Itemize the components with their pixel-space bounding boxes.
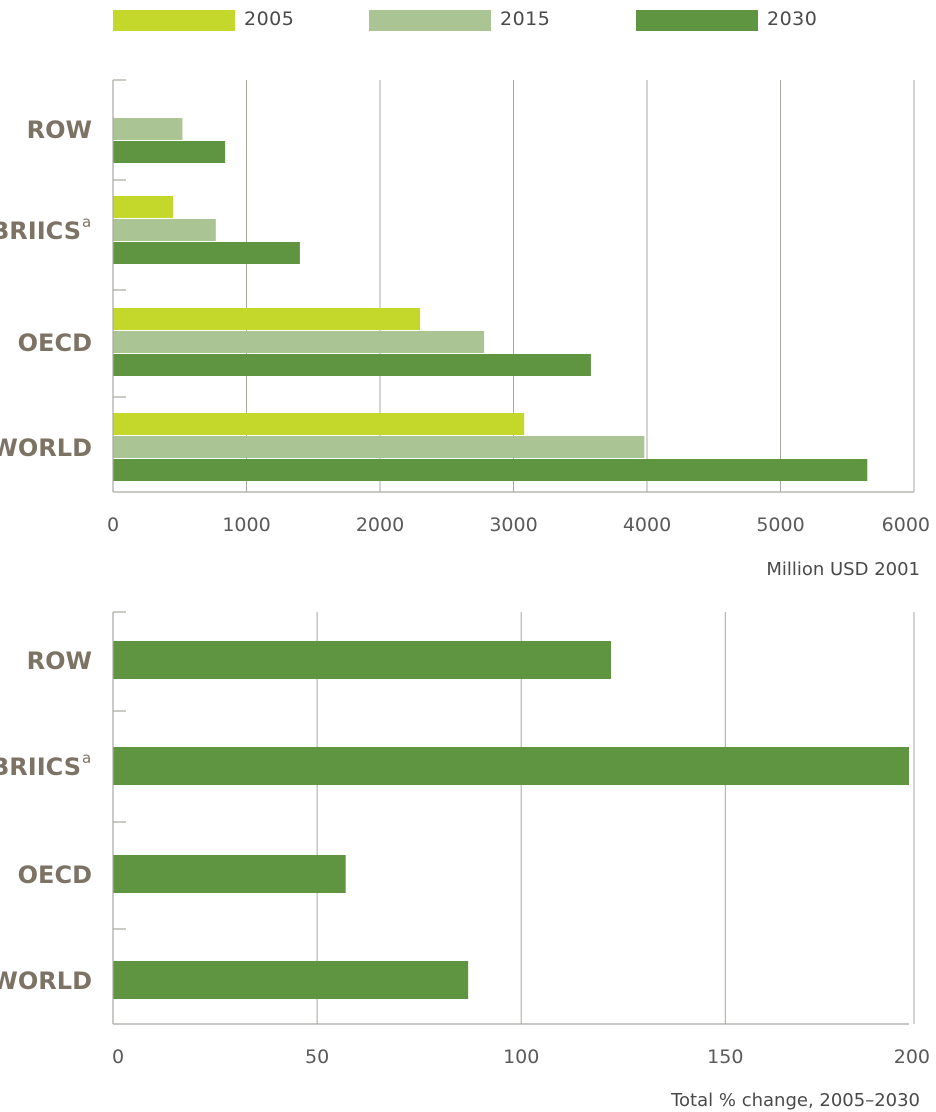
- panel2-x-tick-label-0: 0: [112, 1046, 124, 1068]
- panel2-category-label-world: WORLD: [0, 967, 92, 995]
- panel2-category-label-briics: BRIICS: [0, 753, 81, 781]
- legend-label-2005: 2005: [244, 8, 295, 30]
- panel1-bar-world-2030: [113, 459, 868, 481]
- legend-label-2030: 2030: [767, 8, 818, 30]
- legend-swatch-2005: [113, 10, 235, 31]
- panel2-bar-oecd: [113, 855, 346, 893]
- panel1-category-label-briics: BRIICS: [0, 217, 81, 245]
- panel1-x-tick-label-1000: 1000: [222, 514, 270, 536]
- panel2-category-superscript-briics: a: [82, 749, 91, 767]
- panel1-bar-oecd-2005: [113, 308, 421, 330]
- panel2-bar-world: [113, 961, 469, 999]
- panel2-x-tick-label-150: 150: [707, 1046, 743, 1068]
- legend-swatch-2030: [636, 10, 758, 31]
- panel2-x-tick-label-200: 200: [894, 1046, 930, 1068]
- legend-label-2015: 2015: [500, 8, 551, 30]
- panel1-category-label-oecd: OECD: [18, 329, 92, 357]
- panel1-bar-world-2015: [113, 436, 645, 458]
- panel1-x-tick-label-6000: 6000: [882, 514, 930, 536]
- panel1-x-tick-label-5000: 5000: [756, 514, 804, 536]
- panel1-bar-briics-2015: [113, 219, 216, 241]
- panel2-category-label-row: ROW: [27, 647, 92, 675]
- panel1-x-tick-label-4000: 4000: [623, 514, 671, 536]
- panel1-x-tick-label-3000: 3000: [489, 514, 537, 536]
- panel2-x-tick-label-50: 50: [305, 1046, 329, 1068]
- panel2-x-axis-title: Total % change, 2005–2030: [670, 1090, 920, 1111]
- panel2-bar-row: [113, 641, 612, 679]
- panel2-category-label-oecd: OECD: [18, 861, 92, 889]
- panel1-x-tick-label-2000: 2000: [356, 514, 404, 536]
- panel1-x-axis-title: Million USD 2001: [766, 559, 920, 580]
- panel1-bar-row-2015: [113, 118, 183, 140]
- panel1-category-label-world: WORLD: [0, 434, 92, 462]
- panel1-bar-oecd-2015: [113, 331, 485, 353]
- panel1-x-tick-label-0: 0: [107, 514, 119, 536]
- legend-swatch-2015: [369, 10, 491, 31]
- panel1-category-superscript-briics: a: [82, 213, 91, 231]
- panel1-bar-briics-2030: [113, 242, 300, 264]
- panel2-x-tick-label-100: 100: [503, 1046, 539, 1068]
- panel1-category-label-row: ROW: [27, 116, 92, 144]
- panel1-bar-briics-2005: [113, 196, 174, 218]
- panel1-bar-world-2005: [113, 413, 525, 435]
- panel1-bar-oecd-2030: [113, 354, 591, 376]
- panel2-bar-briics: [113, 747, 909, 785]
- panel1-bar-row-2030: [113, 141, 226, 163]
